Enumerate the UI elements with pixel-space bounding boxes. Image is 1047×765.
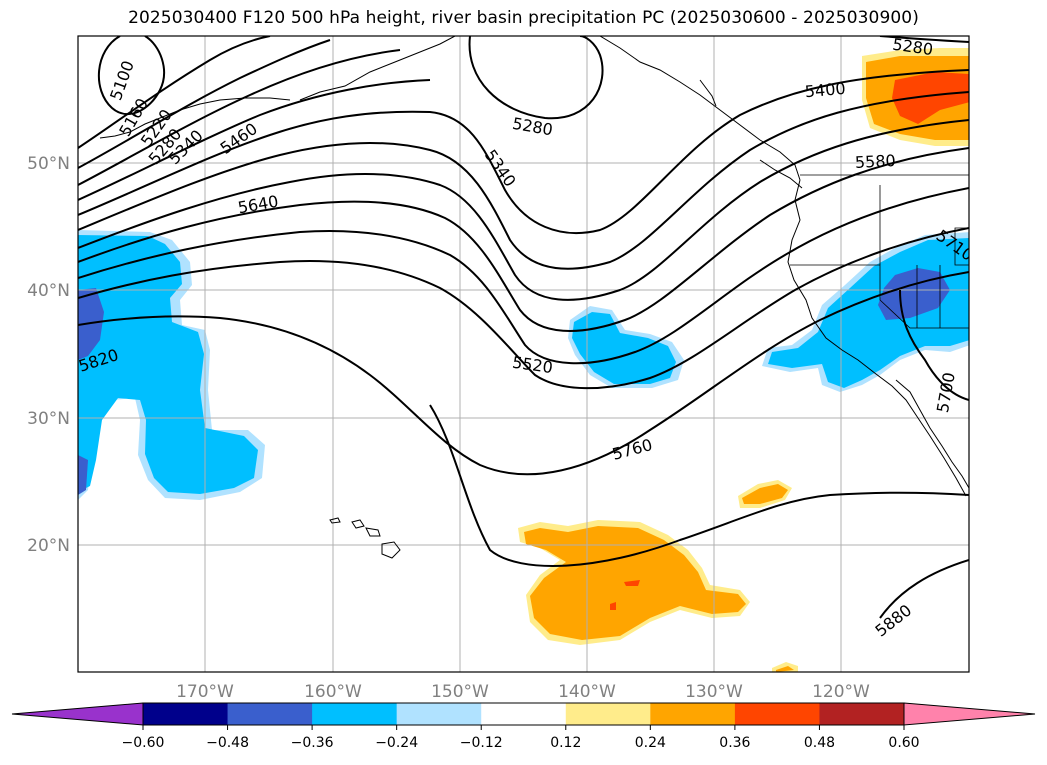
lon-label: 150°W [431,682,489,702]
colorbar-segment [650,703,736,725]
lon-label: 130°W [685,682,743,702]
colorbar-tick-label: 0.36 [719,735,750,751]
contour-label: 5580 [854,151,896,172]
colorbar-tick-label: 0.48 [804,735,835,751]
lon-label: 170°W [176,682,234,702]
islands [329,517,401,559]
colorbar-tick-label: −0.24 [375,735,418,751]
colorbar-tick-label: −0.12 [460,735,503,751]
colorbar-segment [143,703,229,725]
colorbar-tick-label: 0.24 [635,735,666,751]
contour-label: 5400 [804,79,846,101]
colorbar-segment [396,703,482,725]
lon-label: 120°W [812,682,870,702]
lat-label: 20°N [27,536,70,556]
lon-label: 140°W [558,682,616,702]
colorbar-tick-label: −0.60 [122,735,165,751]
colorbar-segment [227,703,313,725]
lat-label: 40°N [27,281,70,301]
colorbar-extend-min [11,702,144,726]
map-frame [77,35,970,673]
colorbar-segment [312,703,398,725]
colorbar-segment [734,703,820,725]
colorbar: −0.60 −0.48 −0.36 −0.24 −0.12 0.12 0.24 0.36 0.4… [11,702,1036,751]
colorbar-extend-max [903,702,1036,726]
colorbar-segment [481,703,567,725]
longitude-labels: 170°W 160°W 150°W 140°W 130°W 120°W [176,682,870,702]
latitude-labels: 50°N 40°N 30°N 20°N [27,154,70,556]
contour-label: 5280 [891,35,934,59]
positive-anomaly-subtropical [518,480,798,672]
negative-anomaly-west [78,230,265,500]
lon-label: 160°W [304,682,362,702]
gridlines [78,36,969,672]
negative-anomaly-central [568,306,684,388]
colorbar-segment [819,703,905,725]
coastlines [99,36,969,497]
lat-label: 30°N [27,409,70,429]
colorbar-tick-label: −0.48 [206,735,249,751]
map-area: 5100 5160 5220 5280 5340 5460 5640 5820 … [78,35,969,672]
lat-label: 50°N [27,154,70,174]
colorbar-tick-label: −0.36 [291,735,334,751]
colorbar-tick-label: 0.60 [888,735,919,751]
colorbar-tick-label: 0.12 [550,735,581,751]
colorbar-frame [142,702,905,726]
colorbar-segment [565,703,651,725]
map-title: 2025030400 F120 500 hPa height, river ba… [128,8,919,28]
